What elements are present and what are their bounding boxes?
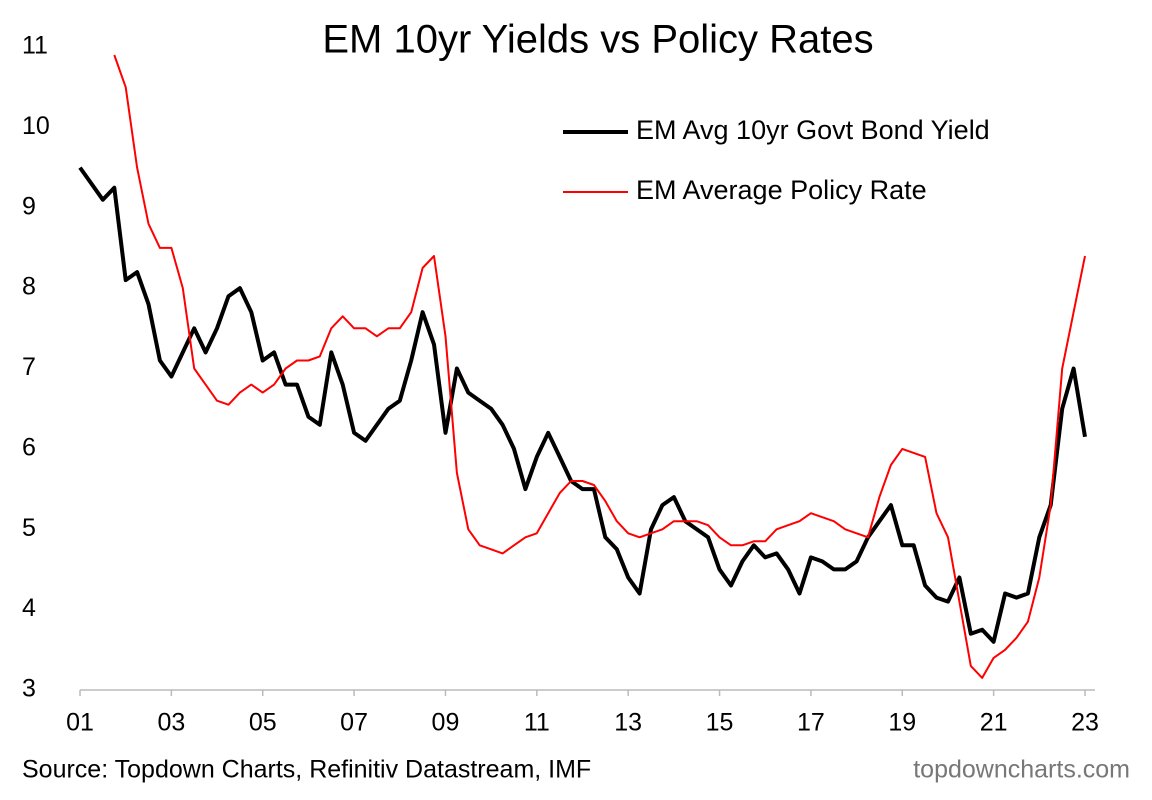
x-tick-label: 01 xyxy=(66,709,94,737)
y-tick-label: 11 xyxy=(22,32,48,60)
x-tick-label: 19 xyxy=(888,709,916,737)
y-tick-label: 7 xyxy=(22,353,36,381)
series-line xyxy=(78,166,1087,644)
y-tick-label: 9 xyxy=(22,192,36,220)
y-tick-label: 6 xyxy=(22,433,36,461)
source: Source: Topdown Charts, Refinitiv Datast… xyxy=(22,756,591,784)
y-tick-label: 8 xyxy=(22,273,36,301)
x-tick-label: 11 xyxy=(524,709,550,737)
y-tick-label: 4 xyxy=(22,594,36,622)
x-tick-label: 03 xyxy=(157,709,185,737)
x-tick-label: 09 xyxy=(432,709,460,737)
x-tick-label: 07 xyxy=(340,709,368,737)
chart-title: EM 10yr Yields vs Policy Rates xyxy=(322,18,873,62)
x-tick-label: 23 xyxy=(1071,709,1099,737)
x-tick-label: 13 xyxy=(614,709,642,737)
y-tick-label: 5 xyxy=(22,514,36,542)
legend-label: EM Average Policy Rate xyxy=(636,175,927,205)
x-tick-label: 15 xyxy=(706,709,734,737)
x-tick-label: 21 xyxy=(980,709,1008,737)
y-tick-label: 3 xyxy=(22,675,36,703)
watermark: topdowncharts.com xyxy=(913,756,1130,784)
legend-label: EM Avg 10yr Govt Bond Yield xyxy=(636,115,990,145)
series-line xyxy=(113,54,1086,679)
y-tick-label: 10 xyxy=(22,112,50,140)
x-tick-label: 05 xyxy=(249,709,277,737)
x-tick-label: 17 xyxy=(797,709,825,737)
